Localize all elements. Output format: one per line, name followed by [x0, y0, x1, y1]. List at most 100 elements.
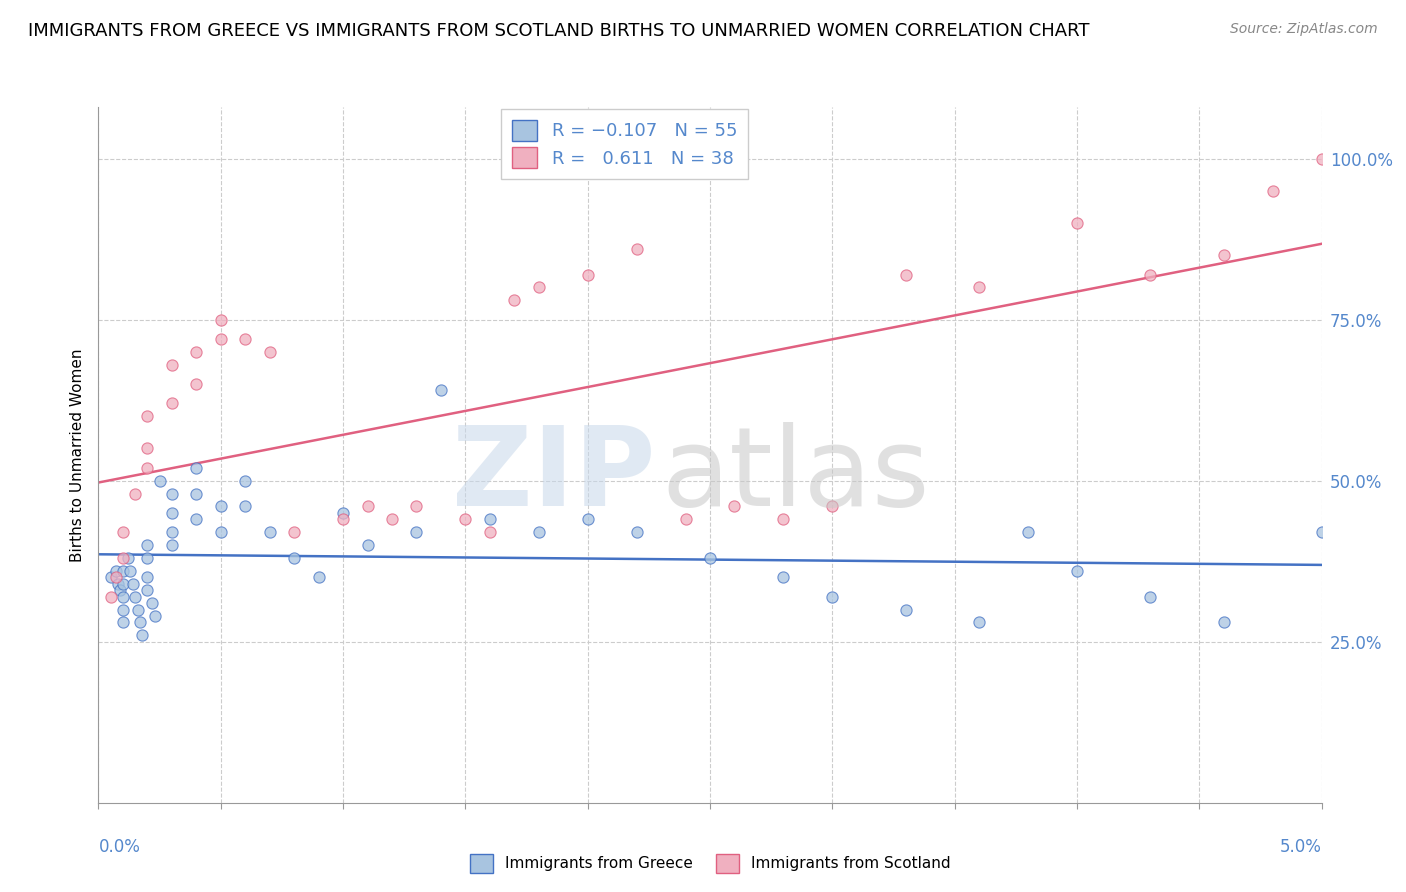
Point: [186, 377, 208, 392]
Point: [821, 500, 844, 514]
Point: [121, 576, 143, 591]
Point: [283, 551, 305, 566]
Point: [967, 280, 990, 294]
Point: [1017, 525, 1039, 540]
Point: [308, 570, 330, 584]
Point: [100, 590, 122, 604]
Point: [149, 474, 172, 488]
Point: [160, 486, 183, 500]
Point: [111, 551, 134, 566]
Point: [129, 615, 152, 630]
Point: [1212, 248, 1234, 262]
Point: [209, 332, 232, 346]
Point: [894, 268, 917, 282]
Point: [160, 538, 183, 552]
Point: [136, 570, 159, 584]
Point: [111, 602, 134, 616]
Point: [186, 486, 208, 500]
Point: [723, 500, 745, 514]
Point: [283, 525, 305, 540]
Point: [1261, 184, 1284, 198]
Point: [136, 583, 159, 598]
Point: [186, 460, 208, 475]
Point: [233, 500, 256, 514]
Point: [104, 564, 127, 578]
Point: [120, 564, 142, 578]
Text: ZIP: ZIP: [451, 422, 655, 529]
Point: [136, 538, 159, 552]
Point: [356, 500, 378, 514]
Point: [772, 570, 794, 584]
Point: [111, 615, 134, 630]
Point: [160, 358, 183, 372]
Point: [576, 512, 599, 526]
Point: [104, 570, 127, 584]
Y-axis label: Births to Unmarried Women: Births to Unmarried Women: [69, 348, 84, 562]
Point: [1310, 152, 1333, 166]
Point: [259, 344, 281, 359]
Point: [503, 293, 526, 308]
Point: [626, 525, 648, 540]
Point: [186, 344, 208, 359]
Point: [233, 474, 256, 488]
Point: [821, 590, 844, 604]
Point: [124, 486, 146, 500]
Point: [527, 280, 550, 294]
Point: [124, 590, 146, 604]
Point: [107, 576, 129, 591]
Point: [405, 500, 427, 514]
Point: [209, 312, 232, 326]
Point: [136, 442, 159, 456]
Text: atlas: atlas: [661, 422, 929, 529]
Text: Source: ZipAtlas.com: Source: ZipAtlas.com: [1230, 22, 1378, 37]
Point: [699, 551, 721, 566]
Point: [209, 500, 232, 514]
Text: 0.0%: 0.0%: [98, 838, 141, 855]
Point: [209, 525, 232, 540]
Point: [576, 268, 599, 282]
Point: [111, 564, 134, 578]
Point: [381, 512, 404, 526]
Point: [356, 538, 378, 552]
Point: [626, 242, 648, 256]
Point: [772, 512, 794, 526]
Point: [136, 551, 159, 566]
Point: [478, 512, 501, 526]
Point: [405, 525, 427, 540]
Text: IMMIGRANTS FROM GREECE VS IMMIGRANTS FROM SCOTLAND BIRTHS TO UNMARRIED WOMEN COR: IMMIGRANTS FROM GREECE VS IMMIGRANTS FRO…: [28, 22, 1090, 40]
Point: [111, 525, 134, 540]
Point: [430, 384, 453, 398]
Point: [186, 512, 208, 526]
Point: [1212, 615, 1234, 630]
Point: [1139, 268, 1161, 282]
Point: [127, 602, 149, 616]
Point: [141, 596, 163, 610]
Legend: Immigrants from Greece, Immigrants from Scotland: Immigrants from Greece, Immigrants from …: [464, 847, 956, 879]
Point: [111, 590, 134, 604]
Point: [160, 396, 183, 410]
Point: [117, 551, 139, 566]
Point: [332, 506, 354, 520]
Point: [478, 525, 501, 540]
Point: [1066, 564, 1088, 578]
Text: 5.0%: 5.0%: [1279, 838, 1322, 855]
Point: [111, 576, 134, 591]
Point: [1310, 525, 1333, 540]
Point: [233, 332, 256, 346]
Point: [160, 525, 183, 540]
Point: [894, 602, 917, 616]
Point: [332, 512, 354, 526]
Point: [143, 609, 166, 624]
Point: [527, 525, 550, 540]
Point: [136, 460, 159, 475]
Point: [967, 615, 990, 630]
Point: [136, 409, 159, 424]
Point: [100, 570, 122, 584]
Point: [1066, 216, 1088, 230]
Point: [131, 628, 153, 642]
Point: [454, 512, 477, 526]
Point: [259, 525, 281, 540]
Point: [160, 506, 183, 520]
Point: [110, 583, 132, 598]
Point: [675, 512, 697, 526]
